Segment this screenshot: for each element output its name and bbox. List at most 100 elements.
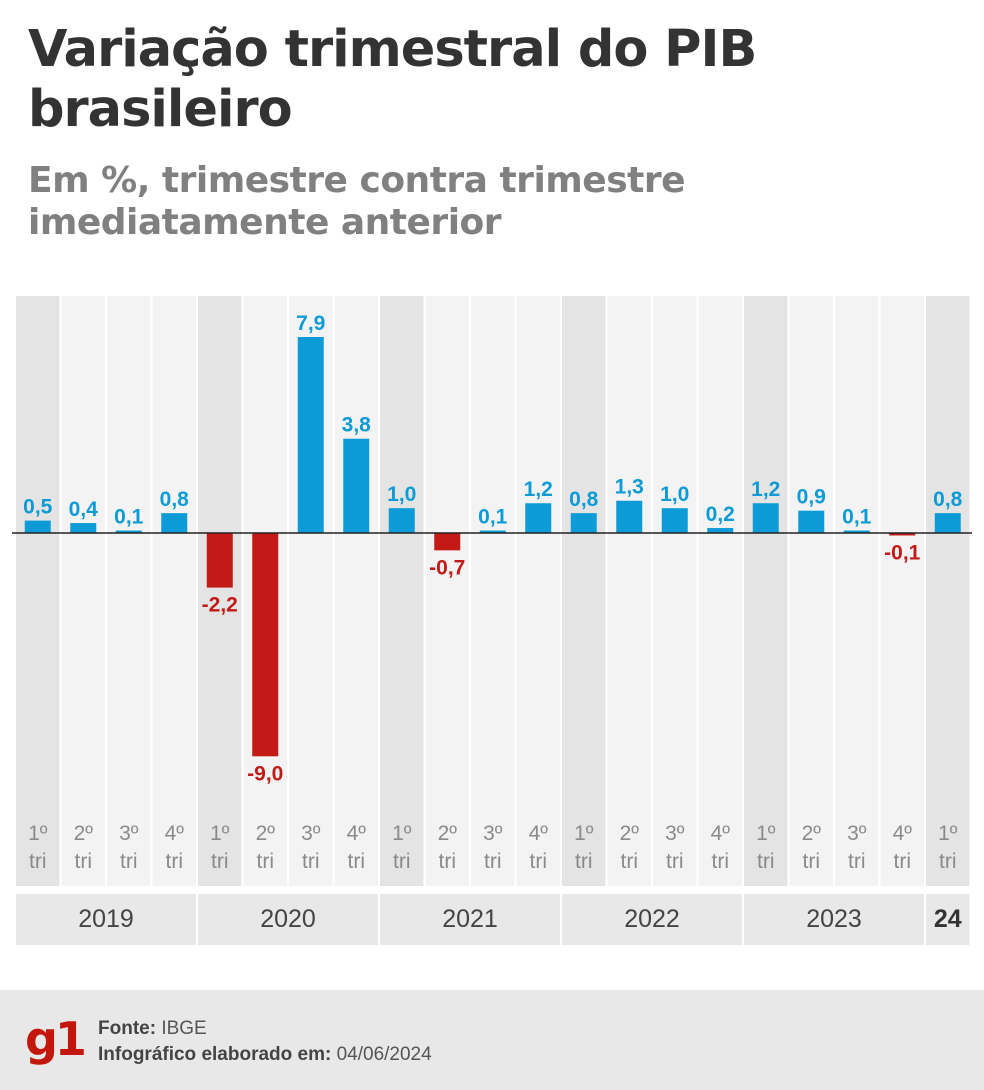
tick-label-tri: tri [894, 850, 912, 873]
column-bg [334, 296, 378, 886]
bar [570, 513, 597, 533]
bar-chart: 0,5 0,4 0,1 0,8 -2,2 -9,0 7,9 3,8 1,0 -0,7 0,1 1,2 0… [12, 296, 972, 945]
year-label: 2023 [806, 905, 862, 933]
data-label: 0,8 [160, 488, 190, 511]
tick-label-quarter: 2º [620, 822, 640, 845]
chart-subtitle: Em %, trimestre contra trimestre imediat… [28, 160, 686, 243]
data-label: 1,0 [387, 483, 416, 506]
column-bg [744, 296, 788, 886]
date-label: Infográfico elaborado em: [98, 1044, 332, 1065]
tick-label-tri: tri [29, 850, 47, 873]
tick-label-tri: tri [120, 850, 138, 873]
tick-label-quarter: 4º [893, 822, 913, 845]
chart-title: Variação trimestral do PIB brasileiro [28, 20, 757, 139]
g1-logo: g1 [25, 1012, 87, 1066]
bar [388, 508, 415, 533]
year-band [926, 894, 970, 945]
column-bg [835, 296, 879, 886]
column-bg [880, 296, 924, 886]
tick-label-quarter: 1º [938, 822, 958, 845]
bar [752, 503, 779, 533]
tick-label-quarter: 3º [665, 822, 685, 845]
data-label: 0,1 [842, 506, 872, 529]
bar [934, 513, 961, 533]
tick-label-quarter: 1º [210, 822, 230, 845]
source-line: Fonte: IBGE [98, 1018, 207, 1040]
year-band [16, 894, 196, 945]
date-value: 04/06/2024 [336, 1044, 432, 1065]
data-label: 0,1 [478, 506, 508, 529]
data-label: 0,8 [569, 488, 599, 511]
tick-label-quarter: 1º [756, 822, 776, 845]
tick-label-quarter: 2º [438, 822, 458, 845]
tick-label-quarter: 3º [119, 822, 139, 845]
bar [616, 500, 643, 533]
data-label: 1,3 [615, 476, 644, 499]
tick-label-quarter: 2º [74, 822, 94, 845]
bar [206, 533, 233, 588]
tick-label-tri: tri [757, 850, 775, 873]
bar [889, 533, 916, 536]
column-bg [380, 296, 424, 886]
column-bg [789, 296, 833, 886]
data-label: 3,8 [342, 414, 372, 437]
bar [707, 528, 734, 533]
bar [297, 337, 324, 533]
year-band [562, 894, 742, 945]
column-bg [653, 296, 697, 886]
year-label: 24 [934, 905, 962, 933]
year-label: 2022 [624, 905, 680, 933]
data-label: 0,1 [114, 506, 144, 529]
tick-label-tri: tri [257, 850, 275, 873]
column-bg [61, 296, 105, 886]
data-label: -0,7 [429, 556, 465, 579]
source-value: IBGE [161, 1018, 207, 1039]
data-label: -0,1 [884, 541, 921, 564]
tick-label-tri: tri [439, 850, 457, 873]
year-band [744, 894, 924, 945]
tick-label-tri: tri [575, 850, 593, 873]
year-band [198, 894, 378, 945]
data-label: 0,5 [23, 496, 53, 519]
tick-label-quarter: 1º [28, 822, 48, 845]
tick-label-tri: tri [302, 850, 320, 873]
data-label: 0,8 [933, 488, 963, 511]
tick-label-tri: tri [75, 850, 93, 873]
bar [24, 520, 51, 533]
tick-label-tri: tri [666, 850, 684, 873]
tick-label-tri: tri [803, 850, 821, 873]
bar [479, 530, 506, 533]
tick-label-quarter: 2º [256, 822, 276, 845]
tick-label-quarter: 3º [847, 822, 867, 845]
tick-label-tri: tri [484, 850, 502, 873]
tick-label-tri: tri [530, 850, 548, 873]
column-bg [152, 296, 196, 886]
data-label: 1,2 [751, 478, 780, 501]
column-bg [562, 296, 606, 886]
bar [434, 533, 461, 551]
data-label: 1,0 [660, 483, 689, 506]
tick-label-quarter: 4º [529, 822, 549, 845]
tick-label-tri: tri [166, 850, 184, 873]
tick-label-quarter: 1º [574, 822, 594, 845]
column-bg [926, 296, 970, 886]
column-bg [516, 296, 560, 886]
tick-label-tri: tri [848, 850, 866, 873]
tick-label-tri: tri [712, 850, 730, 873]
tick-label-tri: tri [939, 850, 957, 873]
column-bg [698, 296, 742, 886]
bar [252, 533, 279, 757]
data-label: 0,2 [706, 503, 735, 526]
tick-label-quarter: 4º [347, 822, 367, 845]
data-label: -9,0 [247, 762, 283, 785]
footer: g1 Fonte: IBGE Infográfico elaborado em:… [0, 990, 984, 1090]
bar [70, 523, 97, 533]
bar [661, 508, 688, 533]
column-bg [16, 296, 60, 886]
tick-label-quarter: 4º [711, 822, 731, 845]
bar [525, 503, 552, 533]
tick-label-tri: tri [393, 850, 411, 873]
bar [161, 513, 188, 533]
bar [343, 438, 370, 533]
tick-label-quarter: 4º [165, 822, 185, 845]
